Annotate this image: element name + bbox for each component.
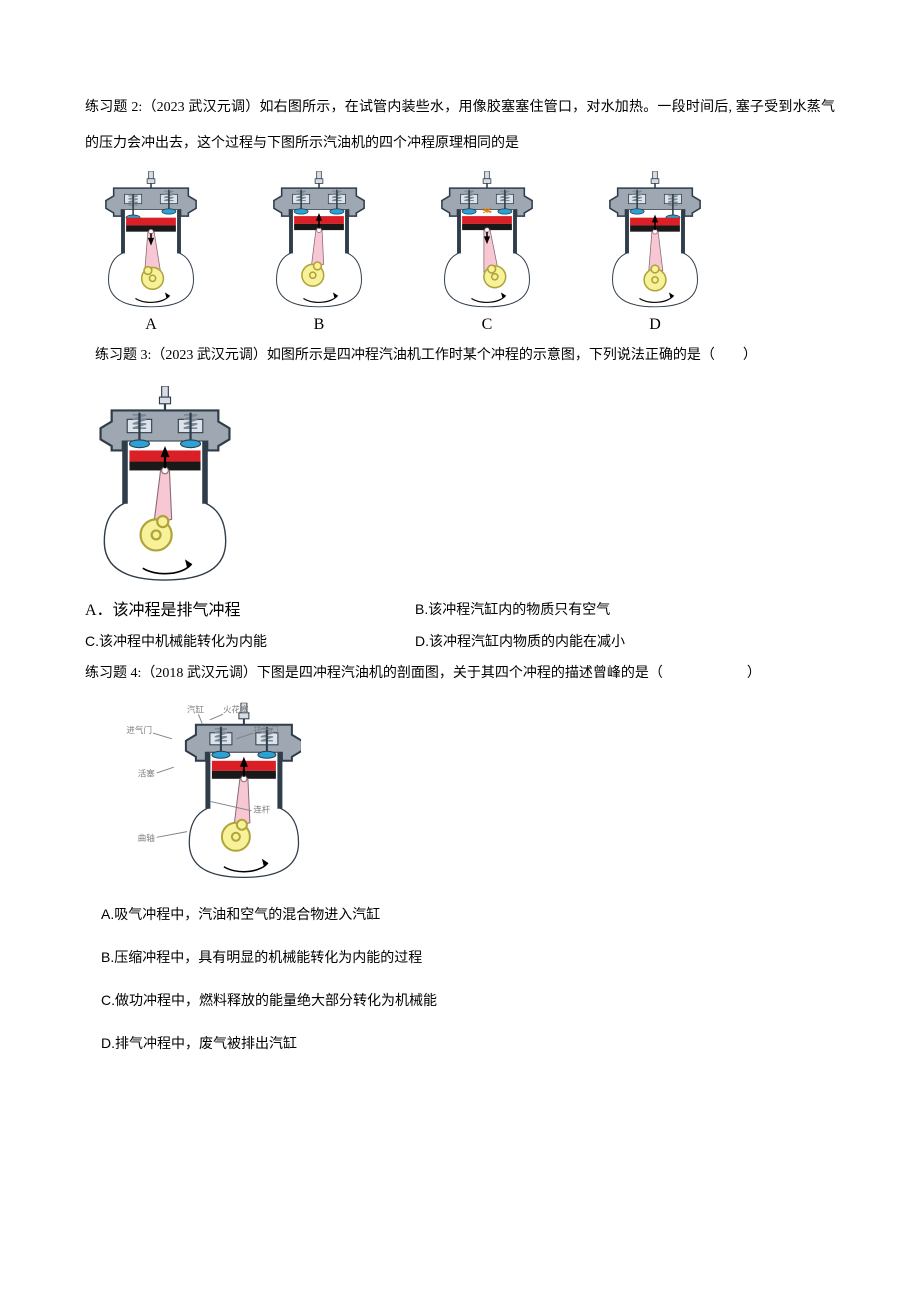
q2-title: 练习题 2:（2023 武汉元调）如右图所示，在试管内装些水，用像胶塞塞住管口，… <box>85 90 835 163</box>
engine-d <box>595 171 715 311</box>
q3-opt-d: D.该冲程汽缸内物质的内能在减小 <box>415 631 835 652</box>
engine-c <box>427 171 547 311</box>
q2-label-b: B <box>259 313 379 337</box>
q3-engine <box>85 386 245 593</box>
q3-title: 练习题 3:（2023 武汉元调）如图所示是四冲程汽油机工作时某个冲程的示意图，… <box>85 339 835 373</box>
q3-opt-a: A．该冲程是排气冲程 <box>85 599 415 623</box>
q3-options: A．该冲程是排气冲程 B.该冲程汽缸内的物质只有空气 C.该冲程中机械能转化为内… <box>85 599 835 652</box>
q2-label-c: C <box>427 313 547 337</box>
q4-opt-a: A.吸气冲程中，汽油和空气的混合物进入汽缸 <box>101 904 835 925</box>
q2-label-a: A <box>91 313 211 337</box>
engine-a <box>91 171 211 311</box>
q4-options: A.吸气冲程中，汽油和空气的混合物进入汽缸 B.压缩冲程中，具有明显的机械能转化… <box>85 904 835 1054</box>
q2-label-d: D <box>595 313 715 337</box>
q3-opt-c: C.该冲程中机械能转化为内能 <box>85 631 415 652</box>
engine-b <box>259 171 379 311</box>
q4-opt-c: C.做功冲程中，燃料释放的能量绝大部分转化为机械能 <box>101 990 835 1011</box>
q4-opt-d: D.排气冲程中，废气被排出汽缸 <box>101 1033 835 1054</box>
q4-title: 练习题 4:（2018 武汉元调）下图是四冲程汽油机的剖面图，关于其四个冲程的描… <box>85 656 835 692</box>
q2-engine-row <box>85 171 835 311</box>
q4-opt-b: B.压缩冲程中，具有明显的机械能转化为内能的过程 <box>101 947 835 968</box>
q2-labels: A B C D <box>85 313 835 337</box>
q4-engine <box>111 699 281 886</box>
q3-opt-b: B.该冲程汽缸内的物质只有空气 <box>415 599 835 623</box>
